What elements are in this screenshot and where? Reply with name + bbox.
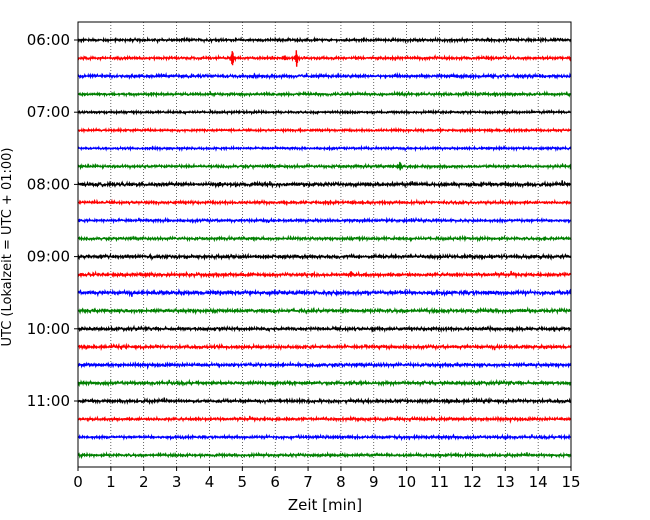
trace-0830 (77, 216, 572, 225)
x-tick-label: 2 (139, 473, 149, 491)
x-tick-label: 3 (172, 473, 182, 491)
x-tick-label: 12 (463, 473, 482, 491)
x-tick-label: 7 (303, 473, 313, 491)
trace-0745 (77, 161, 572, 171)
y-tick-label: 11:00 (27, 392, 70, 410)
trace-0700 (77, 108, 572, 116)
x-tick-label: 9 (369, 473, 379, 491)
x-tick-label: 5 (238, 473, 248, 491)
trace-1045 (77, 378, 572, 388)
trace-0945 (77, 306, 572, 316)
trace-0900 (77, 252, 572, 262)
trace-0645 (77, 90, 572, 99)
y-tick-label: 10:00 (27, 320, 70, 338)
y-tick-label: 07:00 (27, 103, 70, 121)
trace-0815 (77, 198, 572, 207)
trace-0930 (77, 288, 572, 298)
seismic-traces (77, 36, 572, 460)
trace-1145 (77, 451, 572, 460)
x-tick-label: 15 (561, 473, 580, 491)
trace-0730 (77, 144, 572, 153)
x-tick-label: 11 (430, 473, 449, 491)
trace-1130 (77, 433, 572, 442)
x-axis-label: Zeit [min] (288, 496, 362, 514)
x-tick-label: 4 (205, 473, 215, 491)
trace-0915 (77, 270, 572, 280)
trace-0600 (77, 36, 572, 45)
trace-0615 (77, 50, 572, 67)
x-tick-label: 0 (73, 473, 83, 491)
x-tick-label: 8 (336, 473, 346, 491)
trace-0845 (77, 234, 572, 243)
x-tick-label: 6 (270, 473, 280, 491)
y-tick-label: 08:00 (27, 175, 70, 193)
trace-1030 (77, 360, 572, 370)
x-tick-label: 10 (397, 473, 416, 491)
trace-0715 (77, 126, 572, 134)
trace-1015 (77, 342, 572, 352)
trace-0800 (77, 180, 572, 190)
trace-1000 (77, 324, 572, 333)
vertical-grid-lines (110, 22, 539, 467)
trace-1115 (77, 415, 572, 424)
y-axis-ticks: 06:00 07:00 08:00 09:00 10:00 11:00 (27, 31, 78, 410)
x-axis-ticks: 0 1 2 3 4 5 6 7 8 9 10 11 12 13 14 15 (73, 467, 581, 491)
trace-1100 (77, 396, 572, 406)
y-tick-label: 06:00 (27, 31, 70, 49)
trace-0630 (77, 71, 572, 81)
x-tick-label: 13 (496, 473, 515, 491)
y-tick-label: 09:00 (27, 248, 70, 266)
y-axis-label: UTC (Lokalzeit = UTC + 01:00) (0, 148, 15, 347)
plot-frame (77, 21, 572, 468)
x-tick-label: 14 (529, 473, 548, 491)
x-tick-label: 1 (106, 473, 116, 491)
